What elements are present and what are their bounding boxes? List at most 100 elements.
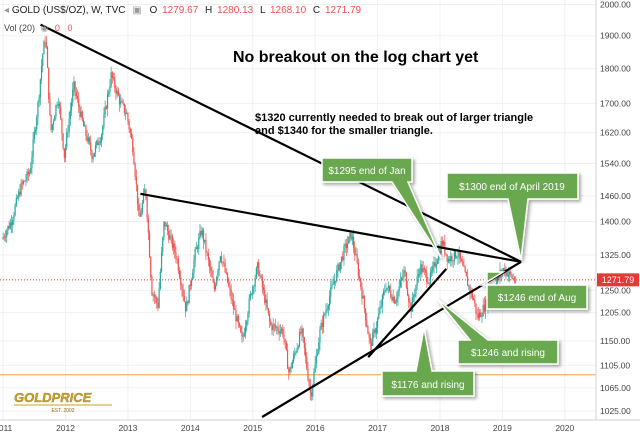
- candle-body: [364, 308, 367, 321]
- candle-body: [259, 275, 261, 277]
- candle-body: [374, 329, 376, 334]
- candle-body: [183, 296, 185, 302]
- candle-body: [6, 230, 8, 237]
- x-tick-label: 2016: [306, 423, 325, 433]
- y-tick-label: 1250.00: [600, 285, 631, 295]
- callout-1300-label: $1300 end of April 2019: [459, 182, 565, 193]
- candle-body: [90, 142, 92, 151]
- volume-label[interactable]: Vol (20): [4, 23, 35, 33]
- candle-body: [165, 225, 167, 227]
- candle-body: [66, 132, 68, 147]
- callout-1300-apr: $1300 end of April 2019: [446, 172, 579, 261]
- candle-body: [463, 265, 465, 267]
- candle-body: [18, 191, 20, 199]
- candle-body: [450, 256, 452, 262]
- candle-body: [235, 310, 237, 322]
- candle-body: [376, 318, 379, 329]
- candle-body: [300, 331, 302, 334]
- candle-body: [466, 276, 469, 286]
- logo-sub: EST. 2002: [51, 408, 74, 414]
- candle-body: [202, 230, 205, 242]
- high-label: H: [205, 5, 212, 16]
- candle-body: [316, 353, 319, 356]
- candle-body: [104, 106, 106, 115]
- candle-body: [362, 296, 364, 299]
- candle-body: [433, 262, 435, 266]
- candle-body: [114, 77, 116, 88]
- candle-body: [111, 72, 113, 78]
- candle-body: [63, 148, 65, 158]
- candle-body: [447, 259, 449, 262]
- x-tick-label: 2012: [56, 423, 75, 433]
- y-tick-label: 1325.00: [600, 250, 631, 260]
- candle-body: [38, 97, 40, 103]
- candle-body: [375, 328, 377, 334]
- candle-body: [270, 320, 272, 325]
- candle-body: [393, 296, 395, 304]
- candle-body: [37, 102, 39, 118]
- candle-body: [343, 246, 345, 261]
- candle-body: [346, 243, 349, 249]
- candle-body: [264, 290, 266, 304]
- candle-body: [366, 320, 368, 327]
- candle-body: [156, 297, 158, 303]
- candle-body: [295, 352, 297, 353]
- candle-body: [469, 285, 471, 293]
- trendline: [40, 23, 522, 263]
- candle-body: [133, 152, 135, 165]
- candle-body: [462, 261, 464, 266]
- candle-body: [398, 286, 400, 291]
- candle-body: [400, 278, 403, 281]
- candle-body: [422, 268, 424, 273]
- candle-body: [285, 342, 287, 350]
- candle-body: [406, 287, 409, 296]
- candle-body: [97, 140, 99, 146]
- candle-body: [204, 239, 206, 242]
- candle-body: [237, 316, 239, 323]
- candle-body: [106, 94, 109, 109]
- candle-body: [243, 333, 245, 336]
- candle-body: [506, 270, 508, 277]
- candle-body: [414, 294, 416, 297]
- candle-body: [178, 270, 181, 278]
- candle-body: [415, 285, 417, 295]
- candle-body: [96, 140, 98, 146]
- candle-body: [108, 92, 110, 95]
- candle-body: [255, 267, 257, 279]
- candle-body: [417, 274, 419, 277]
- candle-body: [496, 276, 499, 284]
- settings-box-icon[interactable]: ▣: [132, 5, 141, 16]
- x-axis-ticks: 2011 2012 2013 2014 2015 2016 2017 2018 2019 2020: [0, 423, 575, 433]
- candle-body: [302, 328, 304, 338]
- candle-body: [121, 101, 123, 102]
- callout-1295-jan: $1295 end of Jan: [321, 157, 442, 259]
- eye-icon[interactable]: ◉: [41, 23, 49, 33]
- candle-body: [292, 354, 295, 362]
- candle-body: [289, 367, 291, 373]
- candle-body: [354, 247, 356, 256]
- candle-body: [307, 368, 309, 380]
- candle-body: [478, 312, 481, 318]
- candle-body: [310, 392, 313, 397]
- candle-body: [219, 256, 221, 262]
- candle-body: [22, 180, 25, 184]
- candle-body: [46, 47, 49, 68]
- y-axis-ticks: 1025.00 1065.00 1105.00 1150.00 1205.00 1250.…: [600, 0, 631, 416]
- note-line-2: and $1340 for the smaller triangle.: [255, 125, 433, 137]
- candle-body: [498, 276, 500, 278]
- price-tag-background: [597, 273, 639, 287]
- candle-body: [188, 284, 190, 304]
- candle-body: [252, 286, 254, 295]
- candle-body: [148, 232, 151, 258]
- candle-body: [402, 276, 404, 279]
- symbol-title[interactable]: GOLD (US$/OZ), W, TVC: [12, 5, 126, 16]
- candle-body: [198, 237, 200, 249]
- collapse-chevron-icon[interactable]: ◂: [4, 5, 12, 16]
- candle-body: [150, 257, 152, 278]
- candle-body: [8, 225, 10, 229]
- candle-body: [19, 191, 21, 195]
- candle-body: [168, 230, 170, 240]
- close-value: 1271.79: [325, 5, 362, 16]
- candle-body: [370, 342, 373, 346]
- candle-body: [153, 294, 155, 297]
